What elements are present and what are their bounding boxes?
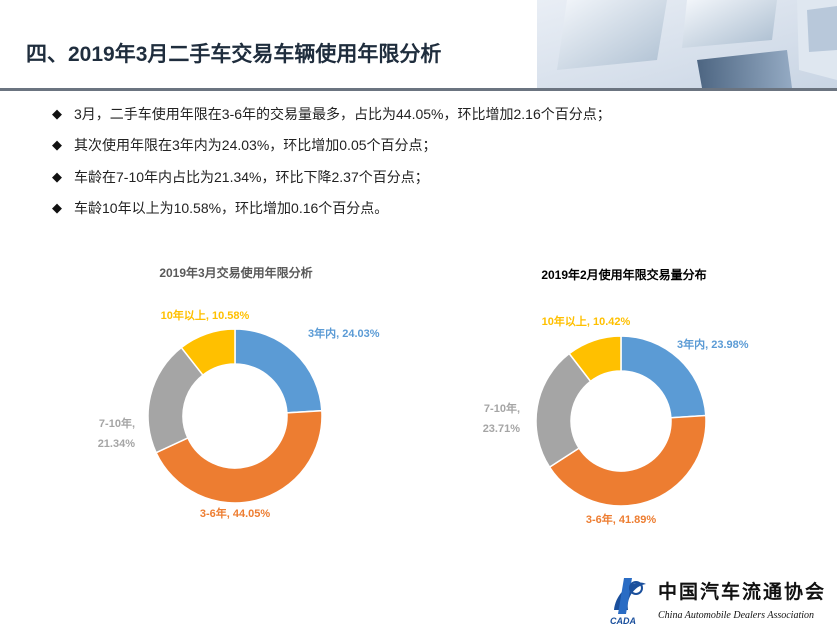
donut-slice	[234, 328, 323, 414]
data-label: 3-6年, 41.89%	[586, 512, 657, 526]
chart2-title: 2019年2月使用年限交易量分布	[541, 268, 707, 282]
data-label: 7-10年,	[99, 416, 135, 430]
cada-emblem-icon	[614, 578, 646, 614]
data-label: 3年内, 23.98%	[677, 337, 749, 351]
data-label: 3年内, 24.03%	[308, 326, 380, 340]
bullet-text: 其次使用年限在3年内为24.03%，环比增加0.05个百分点；	[74, 137, 437, 154]
chart1-donut: 3年内, 24.03% 3-6年, 44.05% 7-10年, 21.34% 10年以上…	[98, 308, 380, 520]
data-label: 7-10年,	[484, 401, 520, 415]
data-label: 10年以上, 10.42%	[542, 314, 631, 328]
donut-slice	[155, 409, 323, 504]
bullet-text: 车龄在7-10年内占比为21.34%，环比下降2.37个百分点；	[74, 168, 429, 185]
donut-slice	[548, 414, 707, 507]
diamond-bullet-icon: ◆	[52, 105, 62, 121]
bullet-item: ◆ 3月，二手车使用年限在3-6年的交易量最多，占比为44.05%，环比增加2.…	[52, 98, 822, 130]
chart1-title: 2019年3月交易使用年限分析	[159, 266, 313, 280]
bullet-item: ◆ 其次使用年限在3年内为24.03%，环比增加0.05个百分点；	[52, 130, 822, 162]
cada-logo: CADA 中国汽车流通协会 China Automobile Dealers A…	[610, 578, 826, 626]
diamond-bullet-icon: ◆	[52, 200, 62, 216]
bullet-item: ◆ 车龄在7-10年内占比为21.34%，环比下降2.37个百分点；	[52, 161, 822, 193]
data-label: 10年以上, 10.58%	[161, 308, 250, 322]
logo-abbr: CADA	[610, 616, 636, 626]
logo-name-en: China Automobile Dealers Association	[658, 610, 814, 621]
bullet-text: 3月，二手车使用年限在3-6年的交易量最多，占比为44.05%，环比增加2.16…	[74, 105, 611, 122]
header-decoration	[537, 0, 837, 88]
chart2-donut: 3年内, 23.98% 3-6年, 41.89% 7-10年, 23.71% 10年以上…	[483, 314, 749, 526]
diamond-bullet-icon: ◆	[52, 168, 62, 184]
donut-slice	[180, 328, 236, 377]
donut-slice	[568, 335, 622, 383]
bullet-text: 车龄10年以上为10.58%，环比增加0.16个百分点。	[74, 200, 389, 217]
title-divider	[0, 88, 837, 91]
page-title: 四、2019年3月二手车交易车辆使用年限分析	[26, 43, 442, 66]
data-label: 21.34%	[98, 438, 136, 450]
bullet-item: ◆ 车龄10年以上为10.58%，环比增加0.16个百分点。	[52, 193, 822, 225]
data-label: 23.71%	[483, 423, 521, 435]
logo-name-cn: 中国汽车流通协会	[658, 580, 826, 603]
data-label: 3-6年, 44.05%	[200, 506, 271, 520]
bullet-list: ◆ 3月，二手车使用年限在3-6年的交易量最多，占比为44.05%，环比增加2.…	[52, 98, 822, 224]
diamond-bullet-icon: ◆	[52, 137, 62, 153]
